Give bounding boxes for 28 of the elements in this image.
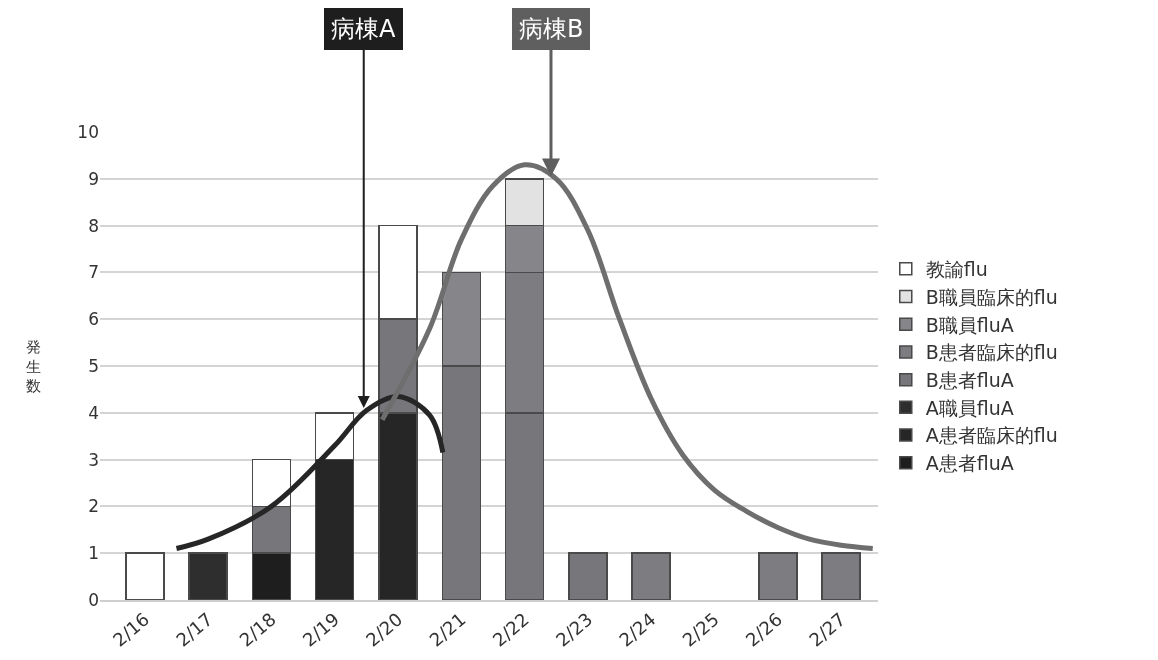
legend-label: B職員fluA [925,313,1014,336]
legend-label: A患者臨床的flu [925,424,1058,447]
y-tick-label: 3 [88,449,99,470]
legend-label: 教諭flu [925,258,988,281]
bar [125,552,165,600]
y-axis-title: 発生数 [26,338,41,395]
bar [188,552,228,600]
legend-label: A職員fluA [925,396,1014,419]
legend-label: A患者fluA [925,452,1014,475]
legend-label: B患者臨床的flu [925,341,1058,364]
y-tick-label: 9 [88,168,99,189]
y-tick-label: 2 [88,496,99,517]
bar [821,552,861,600]
y-tick-label: 8 [88,215,99,236]
y-tick-label: 10 [77,121,99,142]
y-tick-label: 7 [88,262,99,283]
y-tick-label: 6 [88,309,99,330]
annotation: 病棟A [331,15,396,43]
y-tick-label: 1 [88,543,99,564]
y-tick-label: 5 [88,355,99,376]
annotation: 病棟B [519,15,584,43]
bar [568,552,608,600]
legend-label: B職員臨床的flu [925,285,1058,308]
y-tick-label: 0 [88,589,99,610]
bar [631,552,671,600]
bar [758,552,798,600]
y-tick-label: 4 [88,402,99,423]
legend-label: B患者fluA [925,369,1014,392]
